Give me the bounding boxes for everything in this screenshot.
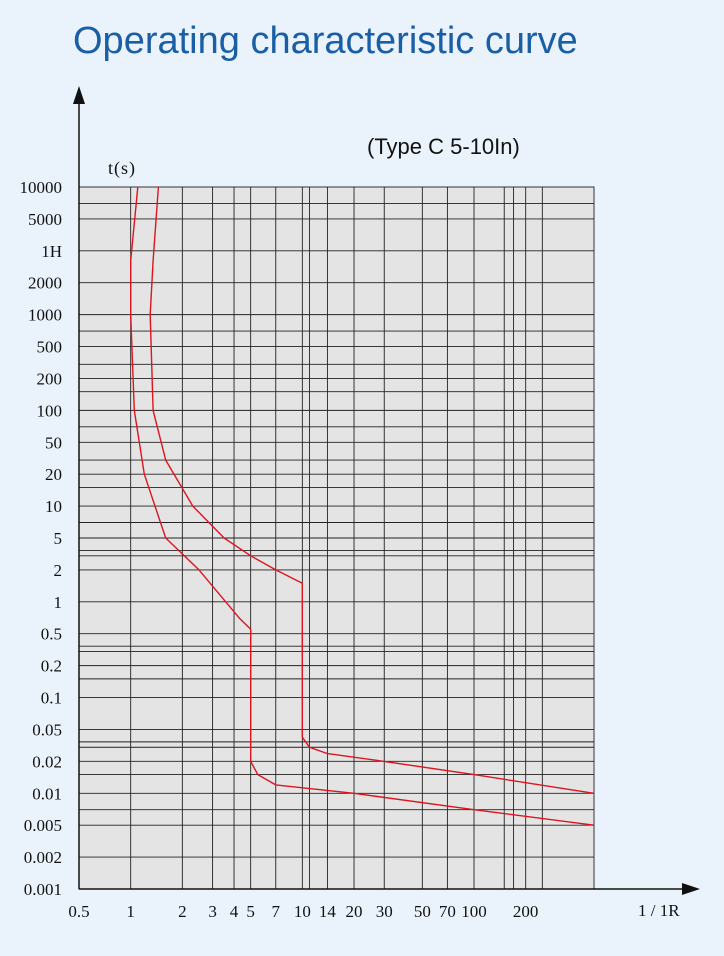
x-tick-label: 200	[513, 902, 539, 921]
y-tick-label: 10000	[20, 178, 63, 197]
horizontal-gridlines	[79, 202, 594, 858]
x-tick-label: 50	[414, 902, 431, 921]
y-tick-label: 5000	[28, 210, 62, 229]
y-tick-label: 0.001	[24, 880, 62, 899]
y-tick-labels: 10000 5000 1H 2000 1000 500 200 100 50 20 10 5 2 1 0.5…	[20, 178, 63, 899]
x-tick-label: 70	[439, 902, 456, 921]
y-tick-label: 0.05	[32, 720, 62, 739]
x-tick-label: 14	[319, 902, 337, 921]
y-axis-label: t(s)	[108, 158, 136, 178]
series-line	[149, 186, 595, 794]
x-axis-arrow	[682, 883, 700, 895]
x-tick-label: 7	[272, 902, 281, 921]
x-tick-label: 2	[178, 902, 187, 921]
y-tick-label: 0.2	[41, 657, 62, 676]
y-tick-label: 50	[45, 433, 62, 452]
y-tick-label: 200	[37, 369, 63, 388]
x-tick-label: 20	[346, 902, 363, 921]
x-tick-label: 4	[230, 902, 239, 921]
x-tick-label: 10	[294, 902, 311, 921]
x-tick-label: 3	[208, 902, 217, 921]
chart-subtitle: (Type C 5-10In)	[367, 134, 520, 159]
x-tick-label: 30	[376, 902, 393, 921]
chart-title: Operating characteristic curve	[73, 20, 578, 62]
y-tick-label: 0.1	[41, 689, 62, 708]
x-tick-label: 5	[246, 902, 255, 921]
x-tick-label: 0.5	[68, 902, 89, 921]
y-tick-label: 5	[54, 529, 63, 548]
y-tick-label: 2	[54, 561, 63, 580]
x-axis-label: 1 / 1R	[638, 901, 680, 920]
y-axis-arrow	[73, 86, 85, 104]
y-tick-label: 0.02	[32, 752, 62, 771]
y-tick-label: 2000	[28, 274, 62, 293]
y-tick-label: 0.002	[24, 848, 62, 867]
y-tick-label: 0.5	[41, 625, 62, 644]
y-tick-label: 1	[54, 593, 63, 612]
x-tick-label: 1	[126, 902, 135, 921]
y-tick-label: 500	[37, 338, 63, 357]
y-tick-label: 20	[45, 465, 62, 484]
y-tick-label: 0.01	[32, 784, 62, 803]
y-tick-label: 10	[45, 497, 62, 516]
x-tick-labels: 0.5 1 2 3 4 5 7 10 14 20 30 50 70 100 200	[68, 902, 538, 921]
y-tick-label: 100	[37, 401, 63, 420]
series-line	[129, 186, 595, 826]
series-group	[129, 186, 595, 826]
x-tick-label: 100	[461, 902, 487, 921]
y-tick-label: 1000	[28, 306, 62, 325]
y-tick-label: 0.005	[24, 816, 62, 835]
y-tick-label: 1H	[41, 242, 62, 261]
